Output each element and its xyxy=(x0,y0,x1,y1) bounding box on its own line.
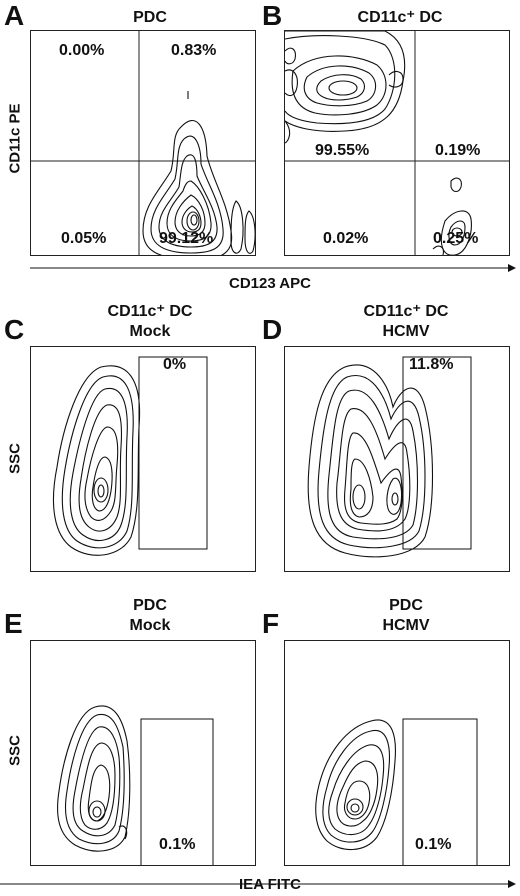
plot-a: 0.00% 0.83% 0.05% 99.12% xyxy=(30,30,256,256)
quadrant-ll-a: 0.05% xyxy=(61,230,107,247)
panel-title-e-line1: PDC xyxy=(133,597,167,614)
contour-a xyxy=(31,31,255,255)
y-axis-label-bottom: SSC xyxy=(6,735,24,766)
panel-title-a: PDC xyxy=(133,9,167,26)
panel-letter-e: E xyxy=(4,608,23,639)
plot-b: 99.55% 0.19% 0.02% 0.25% xyxy=(284,30,510,256)
panel-letter-b: B xyxy=(262,0,283,31)
gate-value-d: 11.8% xyxy=(409,356,454,373)
panel-letter-c: C xyxy=(4,314,25,345)
panel-letter-a: A xyxy=(4,0,25,31)
panel-title-d-line2: HCMV xyxy=(382,323,430,340)
panel-title-d-line1: CD11c⁺ DC xyxy=(363,303,449,320)
contour-f xyxy=(315,718,478,865)
panel-title-c: CD11c⁺ DC Mock xyxy=(80,302,220,342)
y-axis-label-mid: SSC xyxy=(6,443,24,474)
panel-title-e-line2: Mock xyxy=(129,617,171,634)
panel-title-c-line1: CD11c⁺ DC xyxy=(107,303,193,320)
contour-b xyxy=(285,31,509,255)
panel-title-f-line1: PDC xyxy=(389,597,423,614)
gate-value-c: 0% xyxy=(163,356,187,373)
quadrant-lr-b: 0.25% xyxy=(433,230,479,247)
gate-value-f: 0.1% xyxy=(415,836,452,853)
gate-value-e: 0.1% xyxy=(159,836,196,853)
x-axis-label-top: CD123 APC xyxy=(229,275,311,292)
plot-c: 0% xyxy=(30,346,256,572)
plot-e: 0.1% xyxy=(30,640,256,866)
panel-title-d: CD11c⁺ DC HCMV xyxy=(336,302,476,342)
quadrant-ul-a: 0.00% xyxy=(59,42,105,59)
quadrant-lr-a: 99.12% xyxy=(159,230,214,247)
panel-letter-d: D xyxy=(262,314,283,345)
quadrant-ll-b: 0.02% xyxy=(323,230,369,247)
panel-title-c-line2: Mock xyxy=(129,323,171,340)
contour-d xyxy=(307,356,472,558)
contour-e xyxy=(57,705,214,865)
panel-title-f-line2: HCMV xyxy=(382,617,430,634)
x-axis-label-bottom: IEA FITC xyxy=(239,876,301,893)
panel-title-f: PDC HCMV xyxy=(336,596,476,636)
plot-d: 11.8% xyxy=(284,346,510,572)
contour-c xyxy=(52,356,208,556)
quadrant-ur-b: 0.19% xyxy=(435,142,481,159)
quadrant-ul-b: 99.55% xyxy=(315,142,370,159)
quadrant-ur-a: 0.83% xyxy=(171,42,217,59)
panel-title-e: PDC Mock xyxy=(80,596,220,636)
y-axis-label-top: CD11c PE xyxy=(6,103,24,174)
panel-title-b: CD11c⁺ DC xyxy=(357,9,443,26)
plot-f: 0.1% xyxy=(284,640,510,866)
panel-letter-f: F xyxy=(262,608,280,639)
